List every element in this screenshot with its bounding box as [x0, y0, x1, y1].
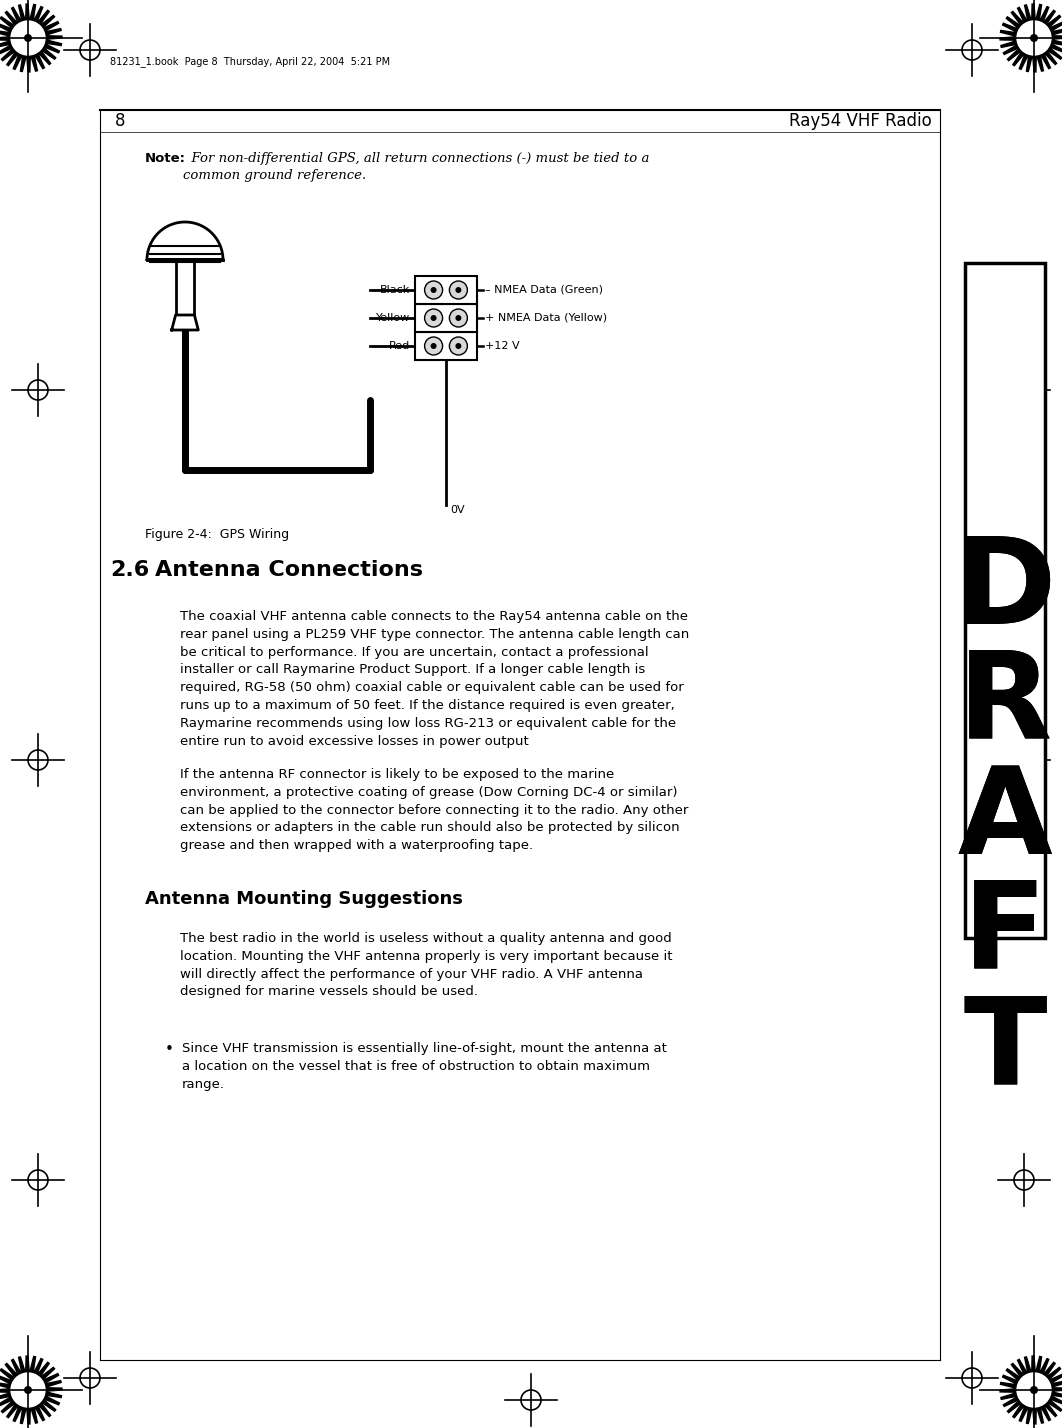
Polygon shape [1000, 4, 1062, 71]
Text: Antenna Mounting Suggestions: Antenna Mounting Suggestions [145, 890, 463, 908]
Text: Black: Black [380, 286, 410, 296]
Text: R: R [958, 647, 1052, 764]
Circle shape [425, 281, 443, 298]
Polygon shape [0, 4, 62, 71]
Text: +12 V: +12 V [485, 341, 519, 351]
Text: Note:: Note: [145, 151, 186, 166]
Circle shape [449, 308, 467, 327]
Text: Ray54 VHF Radio: Ray54 VHF Radio [789, 111, 932, 130]
Text: Figure 2-4:  GPS Wiring: Figure 2-4: GPS Wiring [145, 528, 289, 541]
Text: •: • [165, 1042, 174, 1057]
Polygon shape [172, 316, 199, 330]
Circle shape [456, 316, 461, 321]
FancyBboxPatch shape [176, 260, 193, 316]
Text: R: R [958, 647, 1052, 764]
Text: Red: Red [389, 341, 410, 351]
Circle shape [24, 34, 32, 41]
Text: Antenna Connections: Antenna Connections [155, 560, 423, 580]
Circle shape [1017, 1372, 1051, 1407]
Text: The best radio in the world is useless without a quality antenna and good
locati: The best radio in the world is useless w… [179, 932, 672, 998]
Text: F: F [963, 877, 1047, 994]
Bar [965, 263, 1045, 938]
Circle shape [449, 337, 467, 356]
Circle shape [430, 287, 436, 293]
Bar [415, 276, 477, 304]
Text: Yellow: Yellow [376, 313, 410, 323]
Circle shape [425, 308, 443, 327]
Text: 81231_1.book  Page 8  Thursday, April 22, 2004  5:21 PM: 81231_1.book Page 8 Thursday, April 22, … [110, 57, 390, 67]
Text: Since VHF transmission is essentially line-of-sight, mount the antenna at
a loca: Since VHF transmission is essentially li… [182, 1042, 667, 1091]
Polygon shape [0, 1357, 62, 1424]
Circle shape [430, 343, 436, 348]
Circle shape [11, 21, 45, 56]
Text: A: A [958, 761, 1052, 878]
Text: D: D [955, 531, 1056, 648]
Text: If the antenna RF connector is likely to be exposed to the marine
environment, a: If the antenna RF connector is likely to… [179, 768, 688, 853]
Text: For non-differential GPS, all return connections (-) must be tied to a
common gr: For non-differential GPS, all return con… [183, 151, 649, 181]
Bar [415, 304, 477, 331]
Text: T: T [963, 991, 1047, 1108]
Polygon shape [147, 221, 223, 260]
Text: A: A [958, 761, 1052, 878]
Circle shape [425, 337, 443, 356]
Circle shape [1030, 34, 1038, 41]
Polygon shape [1000, 1357, 1062, 1424]
Circle shape [1030, 1387, 1038, 1394]
Text: 8: 8 [115, 111, 125, 130]
Circle shape [11, 1372, 45, 1407]
Text: The coaxial VHF antenna cable connects to the Ray54 antenna cable on the
rear pa: The coaxial VHF antenna cable connects t… [179, 610, 689, 748]
Circle shape [456, 343, 461, 348]
Circle shape [456, 287, 461, 293]
Text: F: F [963, 877, 1047, 994]
Circle shape [24, 1387, 32, 1394]
Circle shape [449, 281, 467, 298]
Text: 2.6: 2.6 [110, 560, 150, 580]
Text: + NMEA Data (Yellow): + NMEA Data (Yellow) [485, 313, 607, 323]
Bar [415, 331, 477, 360]
Circle shape [430, 316, 436, 321]
Text: T: T [963, 991, 1047, 1108]
Text: – NMEA Data (Green): – NMEA Data (Green) [485, 286, 603, 296]
Circle shape [1017, 21, 1051, 56]
Text: D: D [955, 531, 1056, 648]
Text: 0V: 0V [450, 506, 465, 516]
